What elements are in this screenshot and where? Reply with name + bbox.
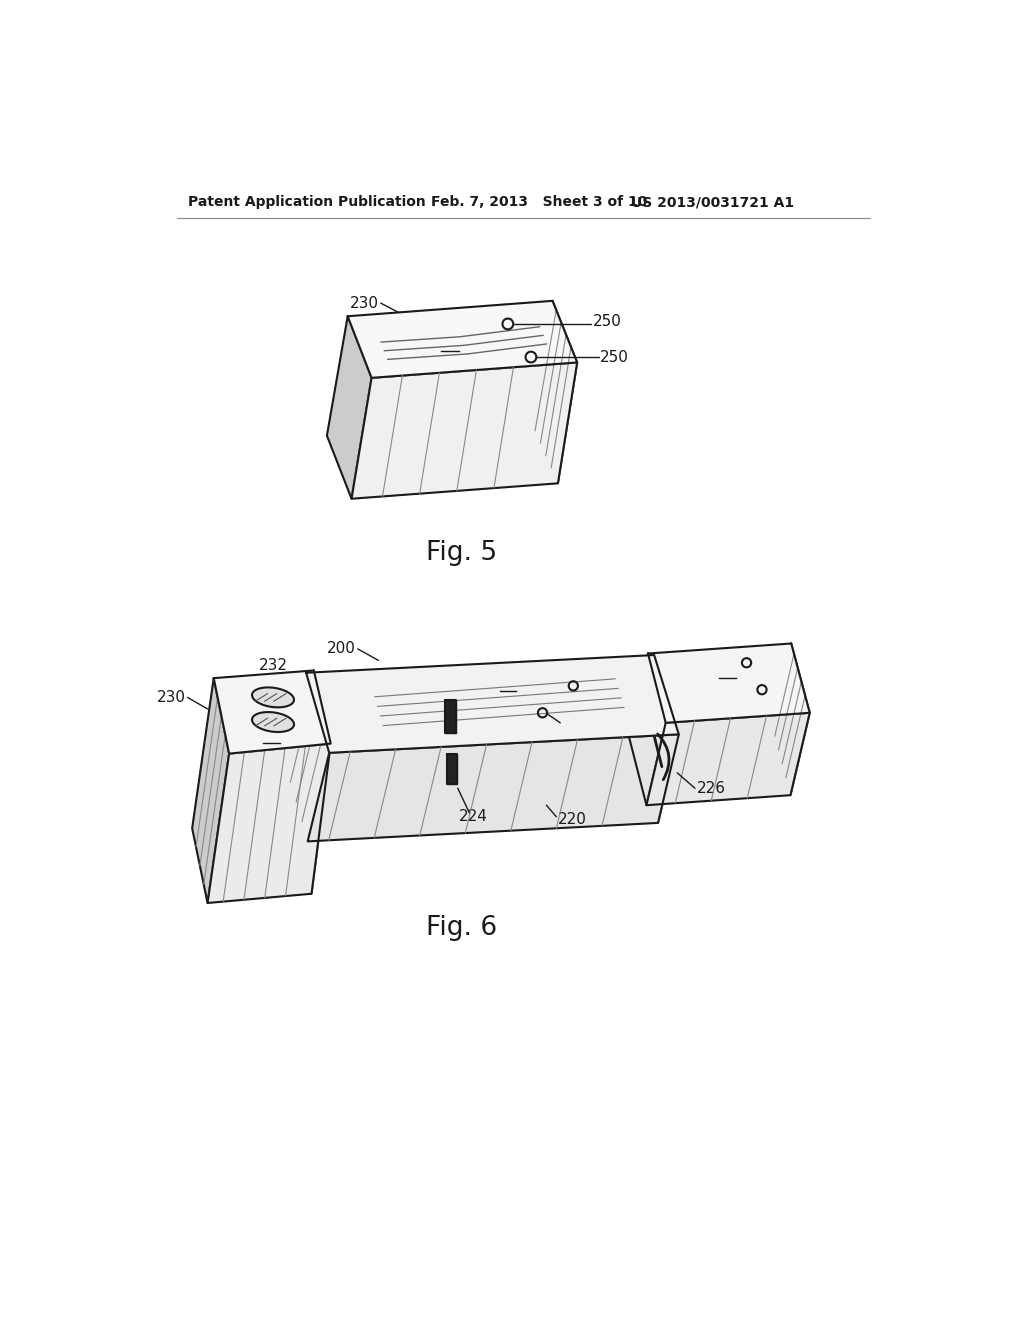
Polygon shape xyxy=(208,743,331,903)
Polygon shape xyxy=(214,671,331,754)
Polygon shape xyxy=(629,653,666,805)
Text: 226: 226 xyxy=(696,780,726,796)
Polygon shape xyxy=(285,673,330,841)
Text: Fig. 6: Fig. 6 xyxy=(426,915,498,941)
Polygon shape xyxy=(772,644,810,795)
Text: 240: 240 xyxy=(434,334,466,352)
Polygon shape xyxy=(531,301,578,483)
Polygon shape xyxy=(348,301,578,378)
Polygon shape xyxy=(447,755,458,784)
Text: 231: 231 xyxy=(257,729,286,743)
Polygon shape xyxy=(295,671,331,894)
Text: Fig. 5: Fig. 5 xyxy=(426,540,498,566)
Polygon shape xyxy=(193,678,229,903)
Text: Patent Application Publication: Patent Application Publication xyxy=(188,195,426,210)
Text: 200: 200 xyxy=(328,642,356,656)
Text: US 2013/0031721 A1: US 2013/0031721 A1 xyxy=(631,195,795,210)
Text: 220: 220 xyxy=(558,812,587,826)
Text: 250: 250 xyxy=(600,350,629,364)
Text: 224: 224 xyxy=(459,809,487,824)
Text: 230: 230 xyxy=(157,690,186,705)
Text: 232: 232 xyxy=(258,657,288,673)
Polygon shape xyxy=(635,655,679,822)
Polygon shape xyxy=(307,734,679,841)
Polygon shape xyxy=(444,701,456,733)
Text: 250: 250 xyxy=(593,314,622,329)
Text: Feb. 7, 2013   Sheet 3 of 10: Feb. 7, 2013 Sheet 3 of 10 xyxy=(431,195,647,210)
Text: 222: 222 xyxy=(494,676,522,692)
Ellipse shape xyxy=(252,711,294,733)
Text: 240: 240 xyxy=(713,663,741,678)
Text: 223: 223 xyxy=(562,715,591,730)
Polygon shape xyxy=(646,713,810,805)
Ellipse shape xyxy=(252,688,294,708)
Polygon shape xyxy=(306,655,679,752)
Polygon shape xyxy=(351,363,578,499)
Polygon shape xyxy=(648,644,810,723)
Text: 230: 230 xyxy=(350,296,379,310)
Polygon shape xyxy=(327,317,372,499)
